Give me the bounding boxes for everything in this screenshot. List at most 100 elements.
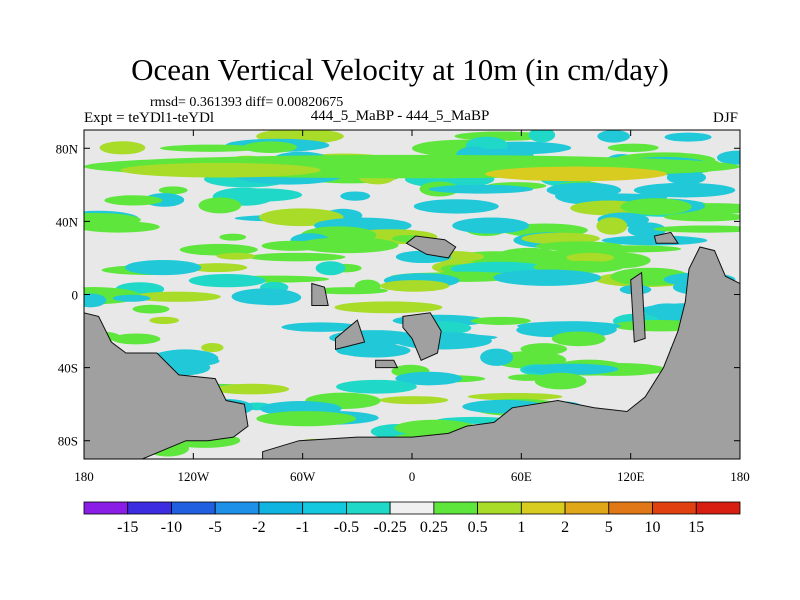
velocity-filament [132,291,221,302]
land-island-2 [311,282,329,306]
velocity-filament [188,274,266,288]
land-island-3 [402,312,442,361]
colorbar-label: 10 [645,519,661,536]
colorbar-swatch [433,501,479,515]
colorbar-label: -2 [252,519,265,536]
colorbar-swatch [520,501,566,515]
velocity-filament [551,331,606,347]
x-tick-label: 120E [617,469,645,484]
velocity-filament [379,396,449,405]
velocity-filament [198,197,242,214]
colorbar-label: -15 [117,519,138,536]
velocity-filament [340,191,371,201]
velocity-filament [716,150,740,165]
velocity-filament [261,240,324,251]
velocity-filament [484,166,668,182]
x-tick-label: 0 [409,469,416,484]
velocity-filament [297,237,399,254]
y-tick-label: 40N [56,214,79,229]
y-tick-label: 80N [56,141,79,156]
velocity-filament [111,333,161,345]
colorbar-label: 5 [605,519,613,536]
velocity-filament [187,263,248,273]
velocity-filament [566,252,615,263]
velocity-filament [248,252,346,262]
velocity-filament [336,379,417,394]
colorbar-swatch [389,501,435,515]
velocity-filament [555,187,616,205]
land-island-4 [630,271,646,343]
velocity-filament [480,348,514,366]
colorbar-label: -1 [296,519,309,536]
velocity-filament [620,198,692,216]
velocity-filament [223,188,303,202]
velocity-filament [124,259,202,276]
velocity-filament [470,316,531,325]
velocity-filament [663,212,740,222]
colorbar-label: 0.5 [468,519,488,536]
x-tick-label: 180 [730,469,750,484]
plot-area [84,130,740,459]
velocity-filament [201,342,224,353]
land-west-continent [84,312,249,459]
colorbar-swatch [695,501,741,515]
colorbar-label: 1 [517,519,525,536]
velocity-filament [159,144,262,152]
x-tick-label: 180 [74,469,94,484]
velocity-filament [216,252,256,260]
velocity-filament [664,132,712,142]
velocity-filament [452,217,530,234]
velocity-filament [243,289,302,306]
velocity-filament [534,372,587,390]
velocity-filament [132,304,170,314]
velocity-filament [104,195,163,206]
colorbar-label: 0.25 [420,519,448,536]
velocity-filament [99,141,146,155]
colorbar: -15 -10 -5 -2 -1 -0.5 -0.25 0.25 0.5 1 2 5 10 15 [83,501,741,536]
velocity-filament [493,269,602,286]
velocity-filament [395,371,463,386]
velocity-filament [379,280,450,292]
velocity-filament [633,182,736,198]
velocity-filament [179,243,258,256]
colorbar-swatch [345,501,391,515]
experiment-label: Expt = teYDl1-teYDl [84,110,215,126]
velocity-filament [523,363,619,375]
velocity-filament [149,316,180,324]
velocity-filament [213,383,290,395]
chart-title: Ocean Vertical Velocity at 10m (in cm/da… [131,52,669,87]
velocity-filament [653,225,740,233]
colorbar-label: -0.25 [373,519,406,536]
velocity-filament [256,411,357,427]
land-island-6 [375,359,399,369]
colorbar-swatch [127,501,172,515]
velocity-filament [601,235,708,246]
stats-line: rmsd= 0.361393 diff= 0.00820675 [150,95,344,110]
colorbar-swatch [83,501,129,515]
velocity-filament [84,221,160,233]
x-tick-label: 60E [511,469,532,484]
velocity-filament [281,322,361,332]
land-island-1 [405,235,457,259]
land-mask [84,231,740,459]
velocity-filament [467,392,563,401]
velocity-filament [607,143,659,152]
velocity-filament [158,186,188,195]
colorbar-swatch [608,501,653,515]
land-island-7 [653,231,679,244]
colorbar-swatch [258,501,304,515]
colorbar-label: -0.5 [334,519,359,536]
colorbar-swatch [214,501,260,515]
colorbar-label: -10 [161,519,182,536]
velocity-filament [528,130,556,143]
x-axis: 180 120W 60W 0 60E 120E 180 [74,130,750,484]
colorbar-swatch [171,501,216,515]
y-tick-label: 40S [58,361,78,376]
y-axis: 80N 40N 0 40S 80S [56,141,740,449]
velocity-filament [521,232,600,245]
x-tick-label: 120W [177,469,210,484]
velocity-filament [597,130,630,143]
velocity-filament [310,287,388,295]
colorbar-label: -5 [209,519,222,536]
y-tick-label: 0 [72,288,79,303]
